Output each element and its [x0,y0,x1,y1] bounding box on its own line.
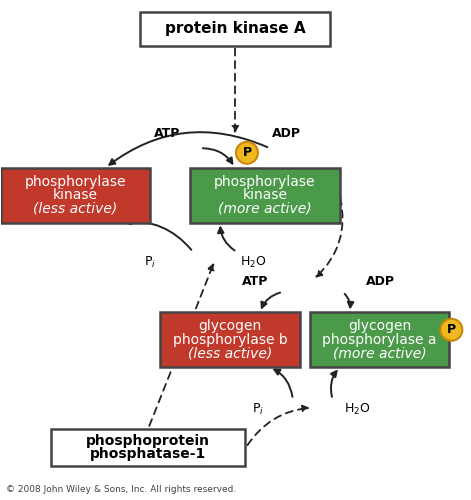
Text: phosphatase-1: phosphatase-1 [90,447,206,461]
Text: (more active): (more active) [218,202,312,215]
Text: H$_2$O: H$_2$O [240,254,266,270]
FancyArrowPatch shape [317,198,342,276]
FancyBboxPatch shape [190,168,340,222]
Text: P$_i$: P$_i$ [252,402,264,417]
FancyArrowPatch shape [274,370,292,397]
Circle shape [236,142,258,164]
Text: P: P [243,146,252,160]
Text: (less active): (less active) [33,202,118,215]
FancyArrowPatch shape [261,292,280,308]
Text: ATP: ATP [154,127,180,140]
Text: (more active): (more active) [333,346,426,360]
Text: (less active): (less active) [188,346,272,360]
FancyBboxPatch shape [160,312,300,367]
Text: phosphorylase b: phosphorylase b [173,333,287,347]
Text: H$_2$O: H$_2$O [344,402,371,417]
FancyArrowPatch shape [247,406,308,445]
Text: phosphorylase: phosphorylase [214,174,316,188]
FancyArrowPatch shape [149,264,214,426]
FancyBboxPatch shape [140,12,330,46]
FancyBboxPatch shape [51,428,245,467]
Text: glycogen: glycogen [198,320,262,334]
FancyBboxPatch shape [310,312,449,367]
Text: kinase: kinase [53,188,98,202]
FancyArrowPatch shape [109,132,268,164]
Text: kinase: kinase [243,188,287,202]
Text: ATP: ATP [242,276,268,288]
Text: ADP: ADP [272,127,301,140]
Text: P$_i$: P$_i$ [144,254,156,270]
Text: phosphoprotein: phosphoprotein [86,434,210,448]
Text: phosphorylase: phosphorylase [24,174,126,188]
Text: ADP: ADP [366,276,395,288]
FancyArrowPatch shape [125,218,191,250]
FancyArrowPatch shape [331,371,337,397]
Text: © 2008 John Wiley & Sons, Inc. All rights reserved.: © 2008 John Wiley & Sons, Inc. All right… [6,486,236,494]
FancyArrowPatch shape [232,48,238,132]
Text: protein kinase A: protein kinase A [165,21,305,36]
Circle shape [440,319,463,340]
Text: phosphorylase a: phosphorylase a [322,333,437,347]
FancyArrowPatch shape [345,294,353,308]
FancyArrowPatch shape [203,148,232,164]
Text: glycogen: glycogen [348,320,411,334]
FancyArrowPatch shape [218,228,235,250]
Text: P: P [447,324,456,336]
FancyBboxPatch shape [0,168,150,222]
